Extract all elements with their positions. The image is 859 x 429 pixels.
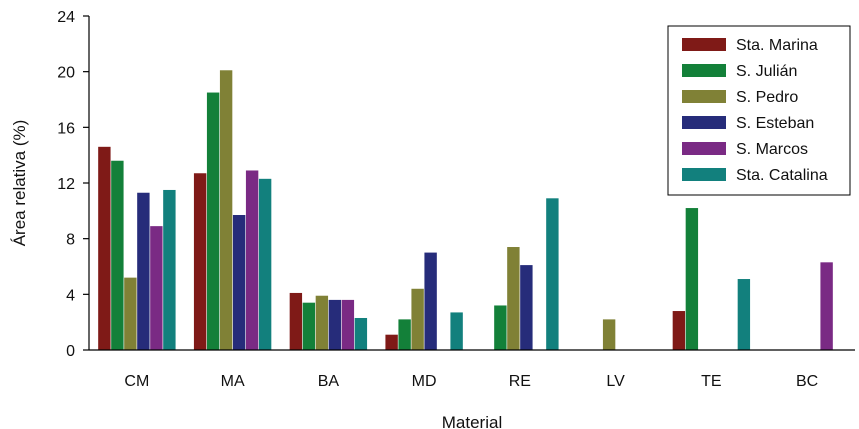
y-tick-label: 8 [66,232,75,249]
y-axis-title: Área relativa (%) [10,120,29,247]
x-tick-label: CM [124,373,149,390]
bar-md-series-0 [385,334,398,350]
legend-swatch [682,38,726,51]
bar-te-series-1 [685,208,699,350]
bar-ma-series-2 [219,70,233,351]
bar-ma-series-1 [206,92,220,351]
legend-label: S. Esteban [736,115,814,132]
y-tick-label: 4 [66,287,75,304]
bar-re-series-3 [520,265,533,350]
x-tick-label: BC [796,373,818,390]
y-tick-label: 20 [57,65,75,82]
x-tick-label: TE [701,373,721,390]
legend-label: S. Marcos [736,141,808,158]
bar-te-series-0 [672,311,686,350]
legend-swatch [682,168,726,181]
bar-ba-series-0 [289,292,303,350]
legend-label: Sta. Catalina [736,167,828,184]
x-tick-label: BA [318,373,340,390]
bar-ba-series-3 [328,299,342,350]
bar-md-series-3 [424,252,437,350]
legend-box [667,25,851,196]
x-tick-label: MA [221,373,245,390]
legend-swatch [682,142,726,155]
legend-swatch [682,64,726,77]
bar-cm-series-1 [111,160,124,350]
bar-bc-series-4 [820,262,833,350]
bars-group [98,70,833,351]
y-tick-label: 16 [57,120,75,137]
bar-te-series-5 [737,279,751,350]
bar-cm-series-4 [150,226,163,350]
bar-re-series-2 [507,247,520,350]
x-tick-label: RE [509,373,531,390]
legend-swatch [682,90,726,103]
bar-ma-series-0 [193,173,207,350]
bar-ma-series-5 [258,178,272,350]
y-tick-label: 0 [66,343,75,360]
legend-label: S. Julián [736,63,797,80]
x-tick-label: MD [412,373,437,390]
y-tick-label: 24 [57,9,75,26]
legend-label: Sta. Marina [736,37,818,54]
legend: Sta. Marina S. Julián S. Pedro S. Esteban S.… [667,25,851,196]
legend-swatch [682,116,726,129]
y-ticks-group: 0 4 8 12 16 20 24 [57,9,89,360]
bar-cm-series-5 [163,189,176,350]
bar-ba-series-1 [302,302,316,350]
legend-label: S. Pedro [736,89,798,106]
bar-cm-series-0 [98,146,111,350]
bar-md-series-2 [411,288,424,350]
bar-ba-series-5 [354,317,368,350]
bar-ma-series-3 [232,215,246,350]
bar-lv-series-2 [602,319,616,350]
bar-md-series-5 [450,312,463,350]
bar-cm-series-3 [137,192,150,350]
x-tick-label: LV [606,373,625,390]
bar-re-series-5 [546,198,559,350]
x-ticks-group: CM MA BA MD RE LV TE BC [124,373,818,390]
bar-md-series-1 [398,319,411,350]
bar-ba-series-2 [315,295,329,350]
x-axis-title: Material [442,413,502,429]
bar-ma-series-4 [245,170,259,350]
bar-cm-series-2 [124,277,137,350]
y-tick-label: 12 [57,176,75,193]
bar-ba-series-4 [341,299,355,350]
bar-re-series-1 [494,305,507,350]
